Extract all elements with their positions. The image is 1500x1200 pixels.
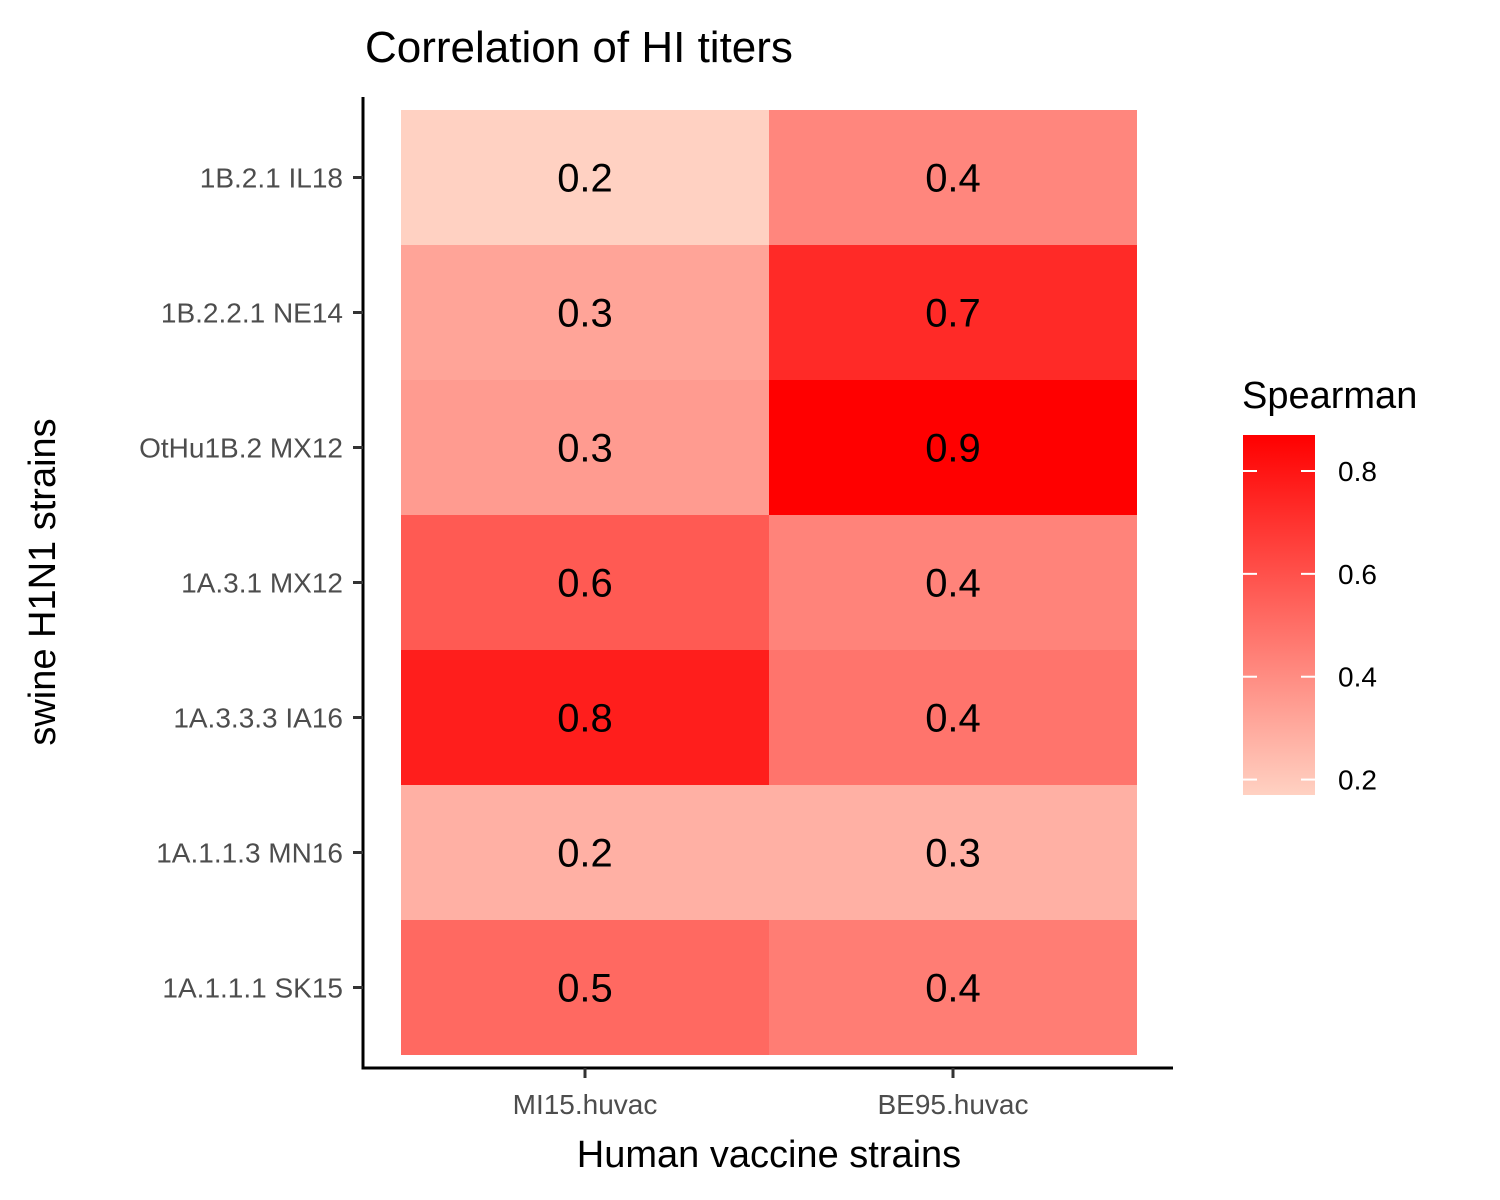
y-axis-title: swine H1N1 strains: [22, 418, 64, 745]
heatmap-cell: [769, 920, 1137, 1055]
heatmap-cell: [401, 650, 769, 785]
heatmap-cell-labels: 0.2 0.4 0.3 0.7 0.3 0.9 0.6 0.4 0.8 0.4 0.2 0.3 0.5 0…: [557, 157, 981, 1011]
cell-value-label: 0.4: [925, 562, 981, 606]
y-tick-label: OtHu1B.2 MX12: [139, 433, 343, 464]
x-axis-ticks: MI15.huvac BE95.huvac: [513, 1068, 1029, 1120]
heatmap-cell: [769, 515, 1137, 650]
x-tick-label: BE95.huvac: [878, 1089, 1029, 1120]
heatmap-cell: [769, 785, 1137, 920]
cell-value-label: 0.3: [925, 832, 981, 876]
heatmap-cell: [401, 785, 769, 920]
cell-value-label: 0.4: [925, 697, 981, 741]
legend-tick-label: 0.4: [1338, 662, 1377, 693]
cell-value-label: 0.2: [557, 832, 613, 876]
y-tick-label: 1B.2.2.1 NE14: [161, 298, 343, 329]
heatmap-cell: [769, 110, 1137, 245]
legend: Spearman 0.2 0.4 0.6 0.8: [1242, 375, 1417, 796]
cell-value-label: 0.4: [925, 157, 981, 201]
heatmap-cell: [401, 515, 769, 650]
cell-value-label: 0.4: [925, 967, 981, 1011]
cell-value-label: 0.3: [557, 427, 613, 471]
heatmap-cell: [401, 245, 769, 380]
heatmap-cells: [401, 110, 1137, 1055]
y-tick-label: 1B.2.1 IL18: [200, 163, 343, 194]
y-tick-label: 1A.3.1 MX12: [181, 568, 343, 599]
legend-tick-label: 0.8: [1338, 456, 1377, 487]
legend-tick-label: 0.6: [1338, 559, 1377, 590]
x-tick-label: MI15.huvac: [513, 1089, 658, 1120]
cell-value-label: 0.7: [925, 292, 981, 336]
cell-value-label: 0.2: [557, 157, 613, 201]
heatmap-cell: [401, 380, 769, 515]
cell-value-label: 0.5: [557, 967, 613, 1011]
x-axis-title: Human vaccine strains: [577, 1134, 961, 1176]
y-tick-label: 1A.3.3.3 IA16: [173, 703, 343, 734]
cell-value-label: 0.8: [557, 697, 613, 741]
legend-colorbar: [1243, 435, 1315, 795]
y-axis-ticks: 1B.2.1 IL18 1B.2.2.1 NE14 OtHu1B.2 MX12 1A.…: [139, 163, 363, 1004]
y-tick-label: 1A.1.1.1 SK15: [162, 973, 343, 1004]
cell-value-label: 0.3: [557, 292, 613, 336]
heatmap-cell: [769, 380, 1137, 515]
legend-title: Spearman: [1242, 375, 1417, 417]
heatmap-cell: [401, 920, 769, 1055]
y-tick-label: 1A.1.1.3 MN16: [156, 838, 343, 869]
heatmap-cell: [769, 650, 1137, 785]
legend-tick-label: 0.2: [1338, 765, 1377, 796]
heatmap-cell: [401, 110, 769, 245]
cell-value-label: 0.6: [557, 562, 613, 606]
legend-ticks: 0.2 0.4 0.6 0.8: [1243, 456, 1377, 796]
cell-value-label: 0.9: [925, 427, 981, 471]
chart-title: Correlation of HI titers: [365, 23, 793, 72]
heatmap-cell: [769, 245, 1137, 380]
